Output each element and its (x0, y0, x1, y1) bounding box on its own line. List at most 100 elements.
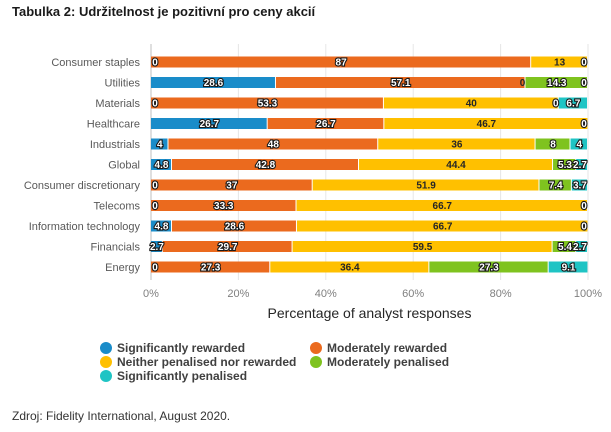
bar-segment (383, 97, 558, 109)
category-label: Consumer discretionary (24, 180, 141, 192)
data-label: 57.1 (391, 78, 411, 89)
data-label: 36.4 (340, 263, 360, 274)
bar-segment (151, 77, 275, 88)
bar-segment (168, 138, 378, 150)
data-label: 0 (581, 119, 587, 130)
legend-marker (100, 370, 112, 382)
bar-segment (292, 241, 552, 252)
bar-segment (151, 97, 383, 109)
bar-segment (531, 56, 587, 68)
category-labels: Consumer staples Utilities Materials Health… (24, 57, 141, 274)
bar-segment (312, 179, 539, 191)
bar-segment (275, 77, 525, 88)
data-label: 28.6 (225, 222, 245, 233)
data-label: 9.1 (562, 263, 576, 274)
data-label: 0 (152, 58, 158, 69)
data-label: 53.3 (258, 99, 278, 110)
stacked-bar-chart: 0 87 13 028.6 57.1 0 14.3 00 53.3 40 0 6.726.7 26.7 4… (24, 44, 602, 383)
data-label: 0 (581, 201, 587, 212)
bar-segment (576, 159, 587, 170)
legend-label: Moderately penalised (327, 355, 449, 369)
bar-segment (548, 261, 588, 273)
data-label: 0 (581, 222, 587, 233)
bar-segment (384, 118, 588, 129)
data-label: 36 (451, 140, 463, 151)
bar-segment (270, 261, 429, 273)
bar-segment (151, 118, 267, 129)
data-label: 44.4 (446, 160, 466, 171)
legend-label: Significantly penalised (117, 369, 247, 383)
data-label: 0 (581, 78, 587, 89)
bar-segment (162, 241, 292, 252)
category-label: Healthcare (87, 119, 140, 131)
legend-marker (100, 342, 112, 354)
value-labels: 0 87 13 028.6 57.1 0 14.3 00 53.3 40 0 6.726.7 26.7 4… (149, 56, 589, 274)
bars (151, 56, 588, 273)
data-label: 0 (553, 99, 559, 110)
x-tick-label: 100% (574, 288, 602, 300)
bar-segment (151, 241, 162, 252)
data-label: 0 (152, 99, 158, 110)
data-label: 0 (152, 263, 158, 274)
data-label: 26.7 (200, 119, 220, 130)
data-label: 51.9 (416, 181, 436, 192)
legend-label: Neither penalised nor rewarded (117, 355, 296, 369)
data-label: 66.7 (433, 222, 453, 233)
bar-segment (267, 118, 384, 129)
data-label: 6.7 (566, 99, 580, 110)
bar-segment (151, 159, 171, 170)
category-label: Global (108, 160, 140, 172)
data-label: 13 (554, 58, 566, 69)
bar-segment (552, 241, 576, 252)
data-label: 4.8 (155, 222, 169, 233)
bar-segment (296, 200, 587, 211)
legend-marker (310, 356, 322, 368)
x-tick-label: 80% (490, 288, 512, 300)
data-label: 37 (226, 181, 238, 192)
category-label: Telecoms (94, 201, 141, 213)
data-label: 2.7 (573, 160, 587, 171)
data-label: 33.3 (214, 201, 234, 212)
data-label: 5.4 (558, 242, 572, 253)
data-label: 0 (581, 58, 587, 69)
category-label: Energy (105, 262, 140, 274)
bar-segment (151, 200, 296, 211)
bar-segment (296, 220, 588, 232)
data-label: 0 (152, 201, 158, 212)
data-label: 28.6 (204, 78, 224, 89)
data-label: 8 (550, 140, 556, 151)
data-label: 2.7 (150, 242, 164, 253)
category-label: Utilities (105, 78, 141, 90)
bar-segment (151, 220, 171, 232)
x-tick-label: 0% (143, 288, 159, 300)
bar-segment (571, 179, 587, 191)
x-axis-title: Percentage of analyst responses (268, 305, 472, 321)
legend-label: Significantly rewarded (117, 341, 245, 355)
data-label: 4 (576, 140, 582, 151)
bar-segment (151, 179, 312, 191)
x-tick-label: 40% (315, 288, 337, 300)
data-label: 2.7 (573, 242, 587, 253)
legend-item: Significantly rewarded (100, 341, 245, 355)
legend-item: Moderately penalised (310, 355, 449, 369)
bar-segment (151, 261, 270, 273)
bar-segment (429, 261, 548, 273)
legend-marker (100, 356, 112, 368)
data-label: 0 (520, 78, 526, 89)
data-label: 27.3 (201, 263, 221, 274)
data-label: 26.7 (316, 119, 336, 130)
category-label: Information technology (29, 221, 141, 233)
x-tick-label: 60% (402, 288, 424, 300)
data-label: 66.7 (433, 201, 453, 212)
bar-segment (151, 138, 168, 150)
bar-segment (535, 138, 570, 150)
data-label: 27.3 (479, 263, 499, 274)
legend-item: Neither penalised nor rewarded (100, 355, 296, 369)
bar-segment (378, 138, 535, 150)
data-label: 48 (268, 140, 280, 151)
bar-segment (539, 179, 571, 191)
data-label: 5.3 (558, 160, 572, 171)
bar-segment (558, 97, 587, 109)
data-label: 7.4 (549, 181, 563, 192)
data-label: 14.3 (547, 78, 567, 89)
